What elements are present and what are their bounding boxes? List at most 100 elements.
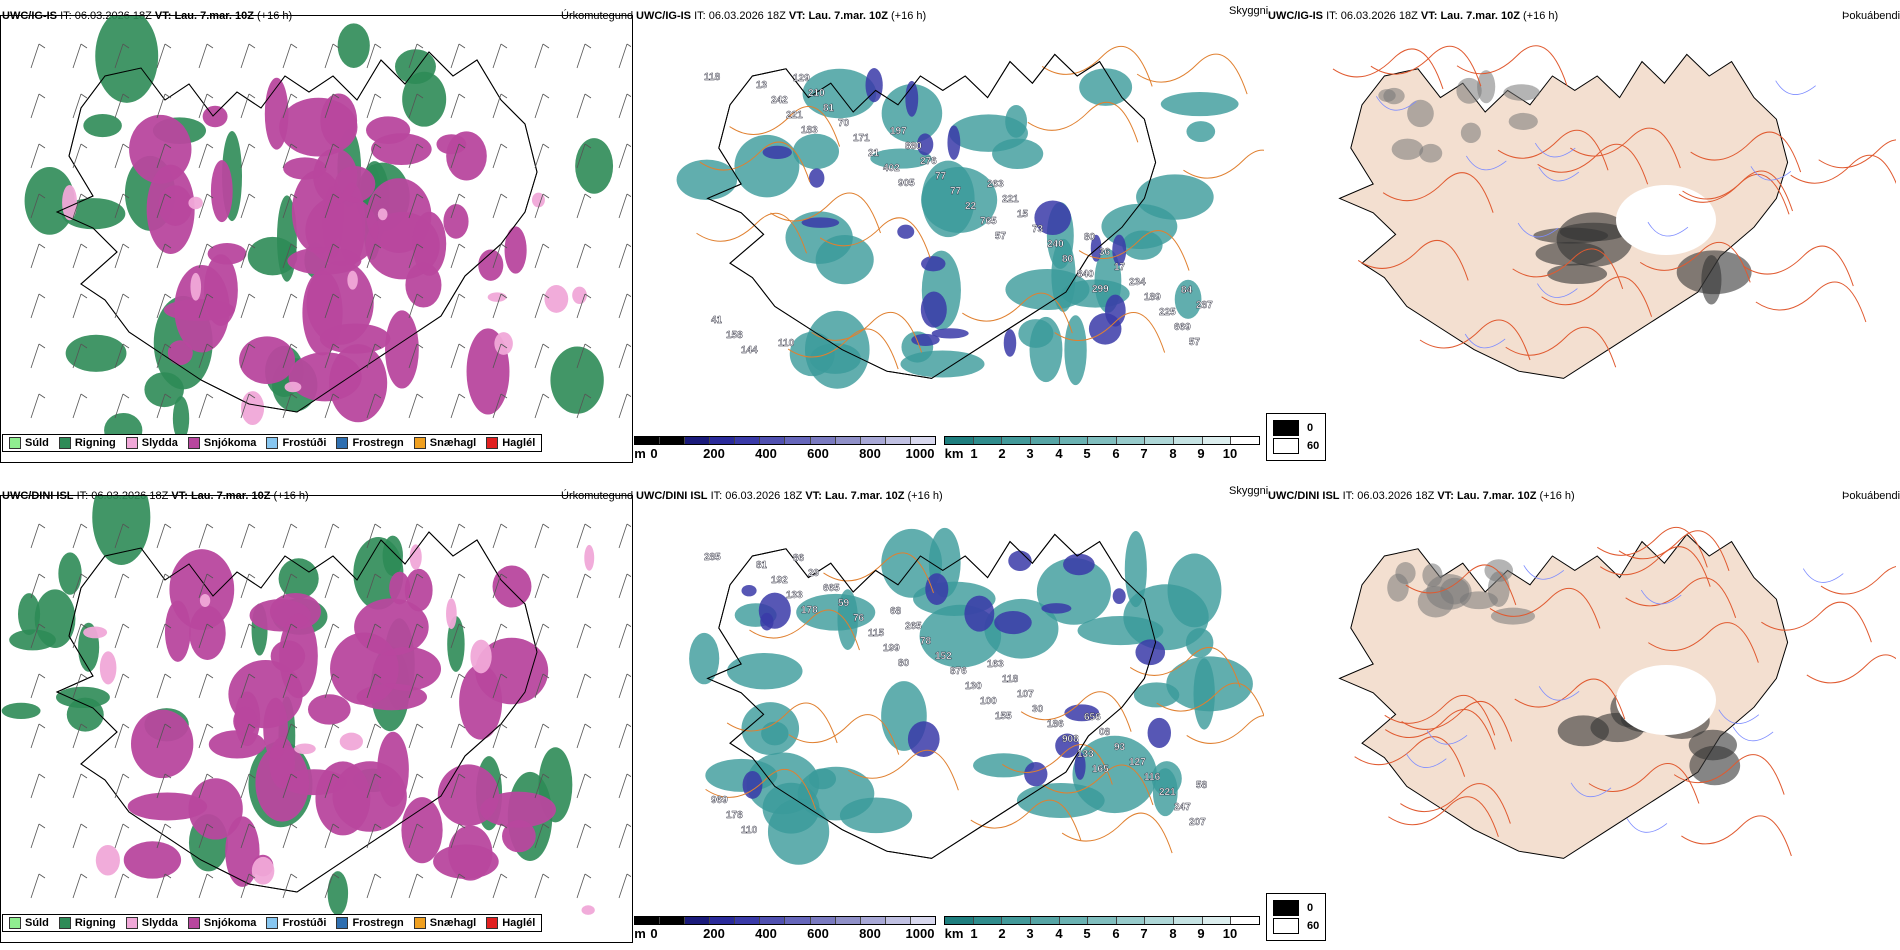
cloud-base-label: 13 — [756, 80, 768, 91]
cloud-base-label: 77 — [935, 171, 947, 182]
precip-type-map — [0, 469, 634, 943]
cloud-base-label: 133 — [786, 590, 803, 601]
tick: 7 — [1140, 446, 1148, 461]
cloud-base-label: 221 — [1159, 787, 1176, 798]
cloud-base-label: 115 — [868, 628, 885, 639]
cloud-base-label: 225 — [1159, 307, 1176, 318]
tick: 800 — [859, 446, 881, 461]
cloud-base-label: 107 — [1017, 689, 1034, 700]
panel-top-precip: UWC/IG-IS IT: 06.03.2026 18Z VT: Lau. 7.… — [0, 0, 635, 470]
cloud-base-label: 17 — [1114, 262, 1126, 273]
legend-item-sudl: Súld — [9, 437, 49, 449]
legend-item-haglel: Haglél — [486, 917, 535, 929]
cloud-base-label: 210 — [808, 88, 825, 99]
cloud-base-label: 299 — [1092, 284, 1109, 295]
cloud-base-label: 158 — [726, 330, 743, 341]
cloud-visibility-map: 285 178 80 155 165 207 133 199 100 133 247 192 115 13… — [634, 500, 1298, 910]
cloud-base-label: 22 — [965, 201, 977, 212]
tick: 6 — [1112, 446, 1120, 461]
tick: 1 — [970, 446, 978, 461]
variable-label: Skyggni — [1229, 485, 1269, 497]
cloud-base-label: 133 — [1077, 749, 1094, 760]
cloud-base-label: 77 — [950, 186, 962, 197]
tick: 2 — [998, 446, 1006, 461]
cloud-base-label: 263 — [987, 179, 1004, 190]
cloud-base-label: 129 — [793, 73, 810, 84]
cloud-base-label: 197 — [890, 126, 907, 137]
tick: 1000 — [905, 446, 935, 461]
cloud-base-label: 152 — [935, 651, 952, 662]
cloud-base-label: 21 — [868, 148, 880, 159]
tick: 3 — [1026, 926, 1034, 941]
cloud-base-label: 285 — [704, 552, 721, 563]
cloud-base-label: 80 — [898, 658, 910, 669]
visibility-bar — [944, 436, 1260, 445]
cloud-base-label: 908 — [1062, 734, 1079, 745]
visibility-unit: km — [944, 446, 964, 461]
variable-label: Þokuábendi — [1842, 10, 1900, 22]
tick: 8 — [1169, 446, 1177, 461]
cloud-base-label: 58 — [1196, 780, 1208, 791]
panel-bottom-cloud: UWC/DINI ISL IT: 06.03.2026 18Z VT: Lau.… — [634, 480, 1298, 950]
legend-item-rigning: Rigning — [58, 437, 116, 449]
cloud-base-label: 765 — [980, 216, 997, 227]
cloud-base-label: 80 — [1062, 254, 1074, 265]
cloud-base-label: 78 — [920, 636, 932, 647]
cloud-base-label: 276 — [920, 156, 937, 167]
fog-index-map — [1266, 20, 1900, 430]
cloud-base-label: 110 — [741, 825, 758, 836]
cloud-base-label: 68 — [890, 606, 902, 617]
cloud-base-label: 171 — [853, 133, 870, 144]
panel-title: UWC/IG-IS IT: 06.03.2026 18Z VT: Lau. 7.… — [636, 10, 927, 22]
panel-top-fog: UWC/IG-IS IT: 06.03.2026 18Z VT: Lau. 7.… — [1266, 0, 1900, 470]
cloud-base-label: 178 — [801, 605, 818, 616]
cloud-base-label: 192 — [771, 575, 788, 586]
cloud-base-label: 80 — [1084, 232, 1096, 243]
cloud-base-label: 665 — [823, 583, 840, 594]
cloud-base-label: 178 — [726, 810, 743, 821]
tick: 10 — [1222, 446, 1238, 461]
tick: 600 — [807, 446, 829, 461]
cloud-base-label: 183 — [801, 125, 818, 136]
variable-label: Þokuábendi — [1842, 490, 1900, 502]
panel-title: UWC/IG-IS IT: 06.03.2026 18Z VT: Lau. 7.… — [1268, 10, 1559, 22]
cloud-base-label: 656 — [1084, 712, 1101, 723]
legend-item-frostregn: Frostregn — [336, 917, 404, 929]
legend-item-frostudi: Frostúði — [266, 437, 326, 449]
tick: 800 — [859, 926, 881, 941]
tick: 400 — [755, 926, 777, 941]
cloud-visibility-map: 118 183 905 57 299 57 221 402 765 840 669 242 21 22 80… — [634, 20, 1294, 430]
cloud-base-unit: m — [634, 926, 646, 941]
variable-label: Úrkomutegund — [561, 490, 634, 502]
cloud-base-label: 93 — [1114, 742, 1126, 753]
cloud-base-label: 08 — [1099, 727, 1111, 738]
cloud-base-label: 100 — [980, 696, 997, 707]
legend-item-snaehagl: Snæhagl — [413, 437, 476, 449]
visibility-bar — [944, 916, 1260, 925]
legend-item-rigning: Rigning — [58, 917, 116, 929]
legend-item-frostudi: Frostúði — [266, 917, 326, 929]
cloud-base-label: 287 — [1196, 300, 1213, 311]
tick: 7 — [1140, 926, 1148, 941]
cloud-base-label: 840 — [1077, 269, 1094, 280]
cloud-base-bar — [634, 436, 936, 445]
cloud-base-label: 59 — [838, 598, 850, 609]
tick: 5 — [1083, 926, 1091, 941]
cloud-base-label: 189 — [1144, 292, 1161, 303]
tick: 200 — [703, 926, 725, 941]
legend-item-snaehagl: Snæhagl — [413, 917, 476, 929]
fog-legend: 0 60 — [1266, 413, 1327, 461]
cloud-base-label: 402 — [883, 163, 900, 174]
cloud-base-label: 116 — [1144, 772, 1161, 783]
cloud-base-colorbar: m 0 200 400 600 800 1000 — [634, 436, 936, 461]
cloud-base-label: 165 — [1092, 764, 1109, 775]
cloud-base-label: 876 — [950, 666, 967, 677]
cloud-base-label: 86 — [793, 553, 805, 564]
visibility-colorbar: km 1 2 3 4 5 6 7 8 9 10 — [944, 436, 1260, 461]
precip-legend: Súld Rigning Slydda Snjókoma Frostúði Fr… — [2, 914, 543, 932]
tick: 9 — [1197, 926, 1205, 941]
cloud-base-label: 163 — [987, 659, 1004, 670]
cloud-base-label: 118 — [704, 72, 721, 83]
tick: 5 — [1083, 446, 1091, 461]
variable-label: Úrkomutegund — [561, 10, 634, 22]
